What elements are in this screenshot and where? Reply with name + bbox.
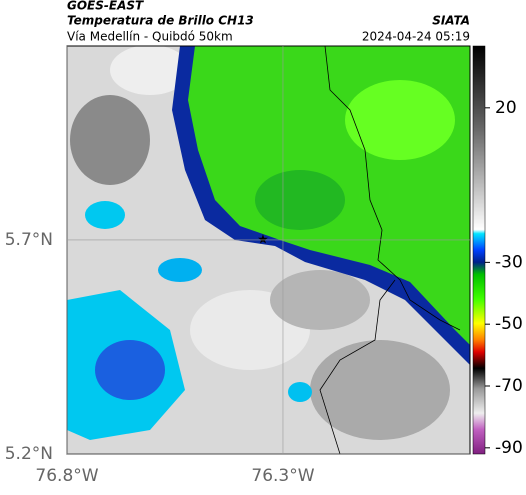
colorbar-tick-label: -50 [495,314,523,334]
colorbar [472,45,486,455]
route: Vía Medellín - Quibdó 50km [67,30,233,44]
colorbar-tick-label: -30 [495,252,523,272]
subtitle: Temperatura de Brillo CH13 [67,14,254,28]
colorbar-tick-label: -70 [495,376,523,396]
source: SIATA [432,14,470,28]
y-tick-label: 5.2°N [5,444,53,464]
title: GOES-EAST [67,0,144,13]
y-tick-label: 5.7°N [5,230,53,250]
colorbar-tick-label: 20 [495,98,517,118]
datetime: 2024-04-24 05:19 [362,30,470,44]
satellite-image [67,46,470,454]
x-tick-label: 76.3°W [251,466,314,486]
x-tick-label: 76.8°W [35,466,98,486]
colorbar-tick-label: -90 [495,438,523,458]
